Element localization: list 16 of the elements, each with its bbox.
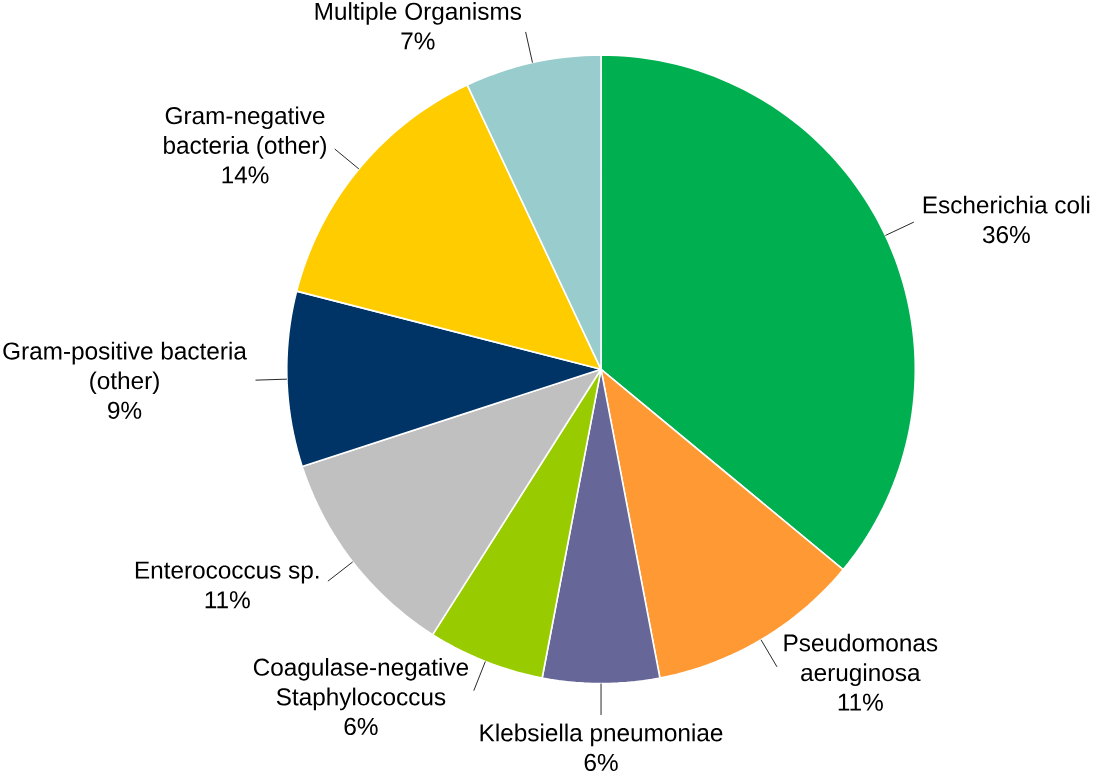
slice-label: Escherichia coli [923,195,1090,214]
slice-label: Coagulase-negative Staphylococcus [253,657,469,711]
data-label: 36% [982,225,1030,244]
data-label: 7% [401,32,435,50]
data-label: 6% [584,753,618,771]
slice-label: Pseudomonas aeruginosa [784,633,938,686]
slice-label: Enterococcus sp. [135,561,319,584]
slice-label: Klebsiella pneumoniae [480,723,723,747]
data-label: 6% [344,717,378,735]
slice-label: Multiple Organisms [315,2,522,25]
slice-label: Gram-negative bacteria (other) [164,106,326,159]
data-label: 14% [222,166,269,184]
data-label: 11% [838,693,883,711]
data-label: 9% [108,401,142,419]
data-label: 11% [205,591,250,609]
slice-label: Gram-positive bacteria (other) [3,341,247,394]
